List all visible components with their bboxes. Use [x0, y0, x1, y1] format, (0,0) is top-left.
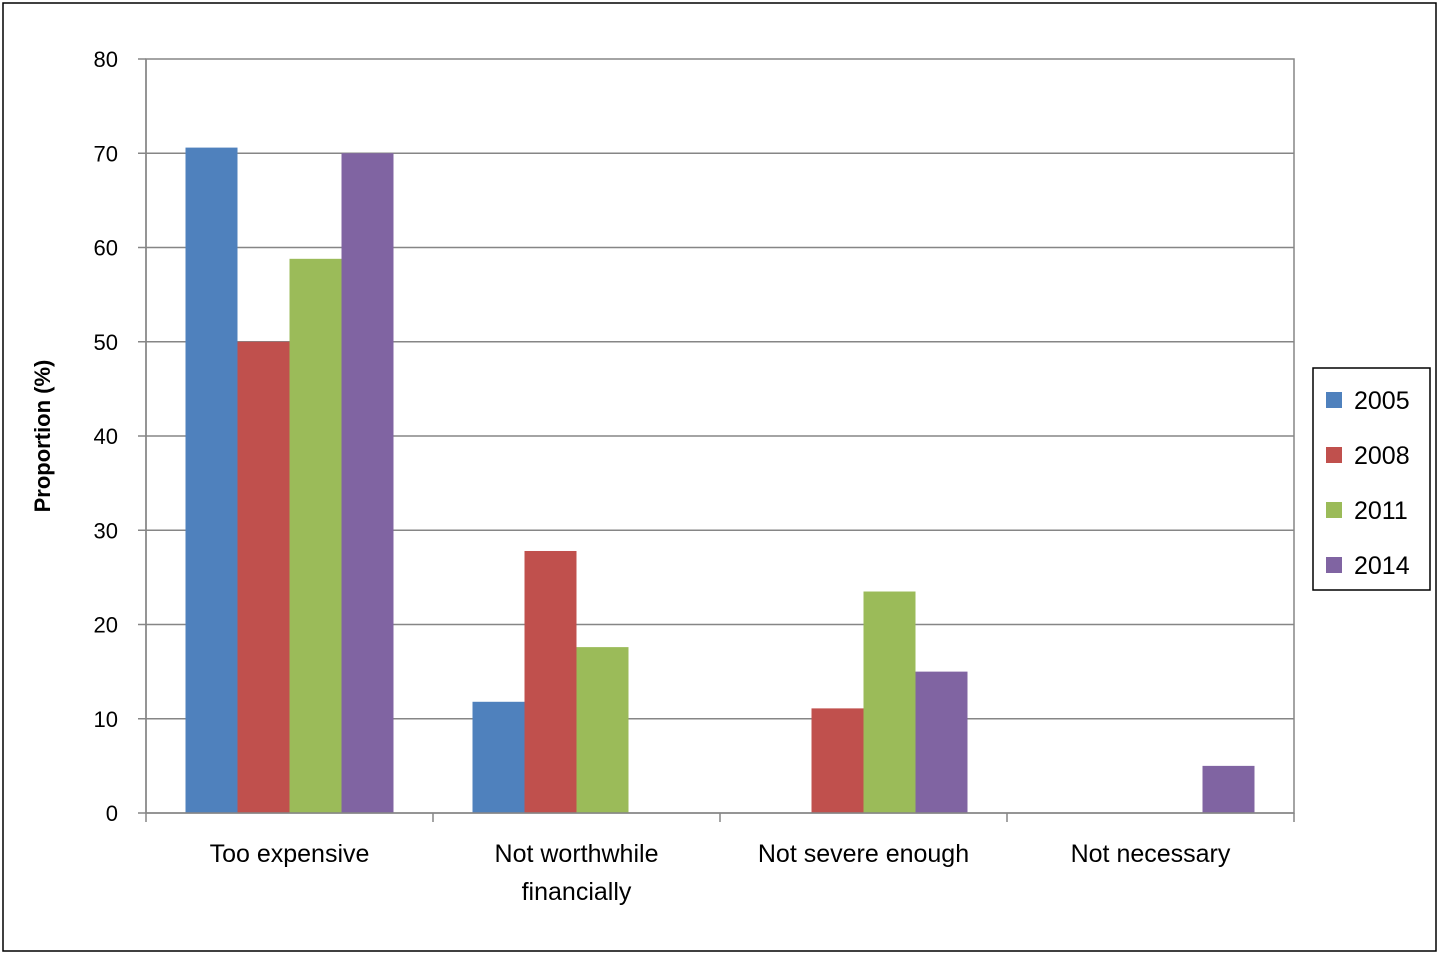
x-tick-label: Not necessary — [1071, 840, 1231, 868]
y-tick-label: 50 — [94, 330, 118, 355]
bar-2014-category-1 — [341, 153, 394, 813]
legend-swatch-2014 — [1326, 557, 1342, 573]
bar-2008-category-2 — [524, 550, 577, 813]
bar-2011-category-2 — [576, 647, 629, 813]
bar-2011-category-1 — [289, 258, 342, 813]
y-tick-label: 70 — [94, 141, 118, 166]
bar-2008-category-1 — [237, 341, 290, 813]
x-tick-labels: Too expensive Not worthwhile financially No… — [210, 840, 1231, 906]
legend-label-2011: 2011 — [1354, 497, 1408, 525]
x-tick-label: financially — [522, 878, 632, 906]
legend-label-2005: 2005 — [1354, 387, 1410, 415]
y-tick-label: 40 — [94, 424, 118, 449]
y-tick-label: 30 — [94, 518, 118, 543]
bar-2005-category-1 — [185, 147, 238, 814]
y-tick-label: 60 — [94, 236, 118, 261]
y-tick-label: 80 — [94, 47, 118, 72]
bar-2011-category-3 — [863, 591, 916, 813]
legend: 2005 2008 2011 2014 — [1312, 367, 1431, 591]
y-tick-labels: 0 10 20 30 40 50 60 70 80 — [94, 47, 118, 826]
y-axis-title: Proportion (%) — [30, 360, 55, 513]
bar-2014-category-4 — [1202, 765, 1255, 813]
legend-swatch-2005 — [1326, 392, 1342, 408]
y-tick-label: 10 — [94, 707, 118, 732]
bar-2005-category-2 — [472, 701, 525, 813]
bar-2014-category-3 — [915, 671, 968, 813]
legend-label-2008: 2008 — [1354, 442, 1410, 470]
legend-swatch-2011 — [1326, 502, 1342, 518]
axes — [138, 58, 1295, 822]
legend-label-2014: 2014 — [1354, 552, 1410, 580]
x-tick-label: Not severe enough — [758, 840, 969, 868]
x-tick-label: Not worthwhile — [495, 840, 659, 868]
y-tick-label: 0 — [106, 801, 118, 826]
bar-2008-category-3 — [811, 708, 864, 813]
bars — [185, 147, 1255, 814]
y-tick-label: 20 — [94, 613, 118, 638]
legend-swatch-2008 — [1326, 447, 1342, 463]
x-tick-label: Too expensive — [210, 840, 370, 868]
